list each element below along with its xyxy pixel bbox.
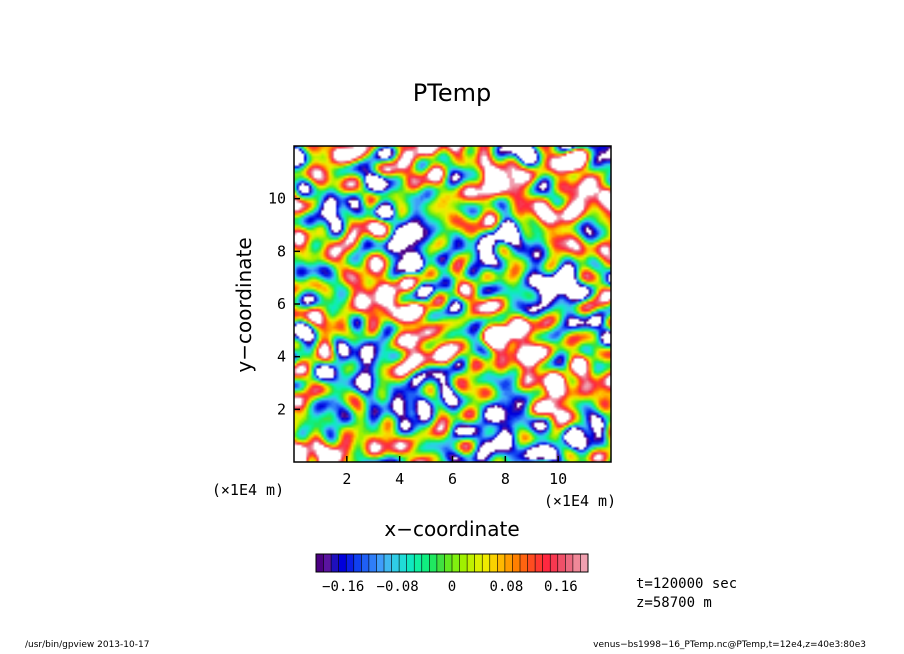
x-tick-label: 4 [395, 470, 404, 488]
colorbar-swatch [565, 554, 574, 572]
y-tick-label: 4 [277, 348, 286, 366]
colorbar-swatch [376, 554, 385, 572]
colorbar-swatch [331, 554, 339, 572]
colorbar-swatch [467, 554, 475, 572]
x-axis-ticks: 2 4 6 8 10 [342, 456, 567, 488]
footer-program-date: /usr/bin/gpview 2013-10-17 [25, 640, 150, 650]
y-tick-label: 8 [277, 242, 286, 260]
colorbar-swatch [535, 554, 543, 572]
x-unit-label: (×1E4 m) [544, 492, 616, 510]
colorbar-swatch [482, 554, 491, 572]
colorbar-tick-label: 0.08 [490, 579, 524, 595]
colorbar-swatch [414, 554, 423, 572]
colorbar-swatch [459, 554, 468, 572]
colorbar-swatch [497, 554, 506, 572]
heatmap-image [294, 146, 611, 462]
y-axis-ticks: 2 4 6 8 10 [268, 190, 300, 418]
colorbar-swatch [504, 554, 513, 572]
colorbar-swatch [368, 554, 377, 572]
colorbar-swatch [391, 554, 400, 572]
colorbar-swatch [444, 554, 453, 572]
colorbar-swatch [421, 554, 430, 572]
colorbar-swatch [452, 554, 460, 572]
colorbar-swatch [557, 554, 566, 572]
colorbar-swatch [406, 554, 415, 572]
colorbar-swatch [384, 554, 392, 572]
colorbar-swatch [512, 554, 521, 572]
colorbar-tick-label: −0.08 [377, 579, 419, 595]
colorbar [315, 553, 589, 573]
colorbar-swatch [550, 554, 559, 572]
x-tick-label: 6 [448, 470, 457, 488]
colorbar-swatch [489, 554, 498, 572]
colorbar-swatch [436, 554, 445, 572]
footer-source: venus−bs1998−16_PTemp.nc@PTemp,t=12e4,z=… [593, 640, 866, 650]
colorbar-swatch [572, 554, 581, 572]
colorbar-frame [315, 553, 589, 573]
y-tick-label: 2 [277, 400, 286, 418]
y-axis-label: y−coordinate [232, 237, 256, 372]
colorbar-swatch [520, 554, 528, 572]
time-info: t=120000 sec [636, 576, 738, 592]
colorbar-swatch [353, 554, 362, 572]
y-tick-label: 10 [268, 190, 286, 208]
x-tick-label: 10 [549, 470, 567, 488]
colorbar-swatch [542, 554, 551, 572]
colorbar-swatch [361, 554, 370, 572]
colorbar-tick-labels: −0.16 −0.08 0 0.08 0.16 [322, 579, 578, 595]
colorbar-swatch [527, 554, 536, 572]
y-unit-label: (×1E4 m) [212, 481, 284, 499]
colorbar-swatch [474, 554, 483, 572]
colorbar-swatch [429, 554, 438, 572]
colorbar-swatch [399, 554, 407, 572]
chart-title: PTemp [413, 79, 491, 107]
z-info: z=58700 m [636, 595, 712, 611]
colorbar-tick-label: 0 [448, 579, 456, 595]
colorbar-swatch [323, 554, 332, 572]
x-tick-label: 2 [342, 470, 351, 488]
y-tick-label: 6 [277, 295, 286, 313]
colorbar-swatch [316, 554, 324, 572]
x-axis-label: x−coordinate [384, 517, 519, 541]
x-tick-label: 8 [501, 470, 510, 488]
colorbar-tick-label: 0.16 [544, 579, 578, 595]
colorbar-swatch [338, 554, 347, 572]
heatmap-field [294, 146, 611, 462]
colorbar-swatch [580, 554, 589, 572]
colorbar-tick-label: −0.16 [322, 579, 364, 595]
colorbar-swatch [346, 554, 355, 572]
